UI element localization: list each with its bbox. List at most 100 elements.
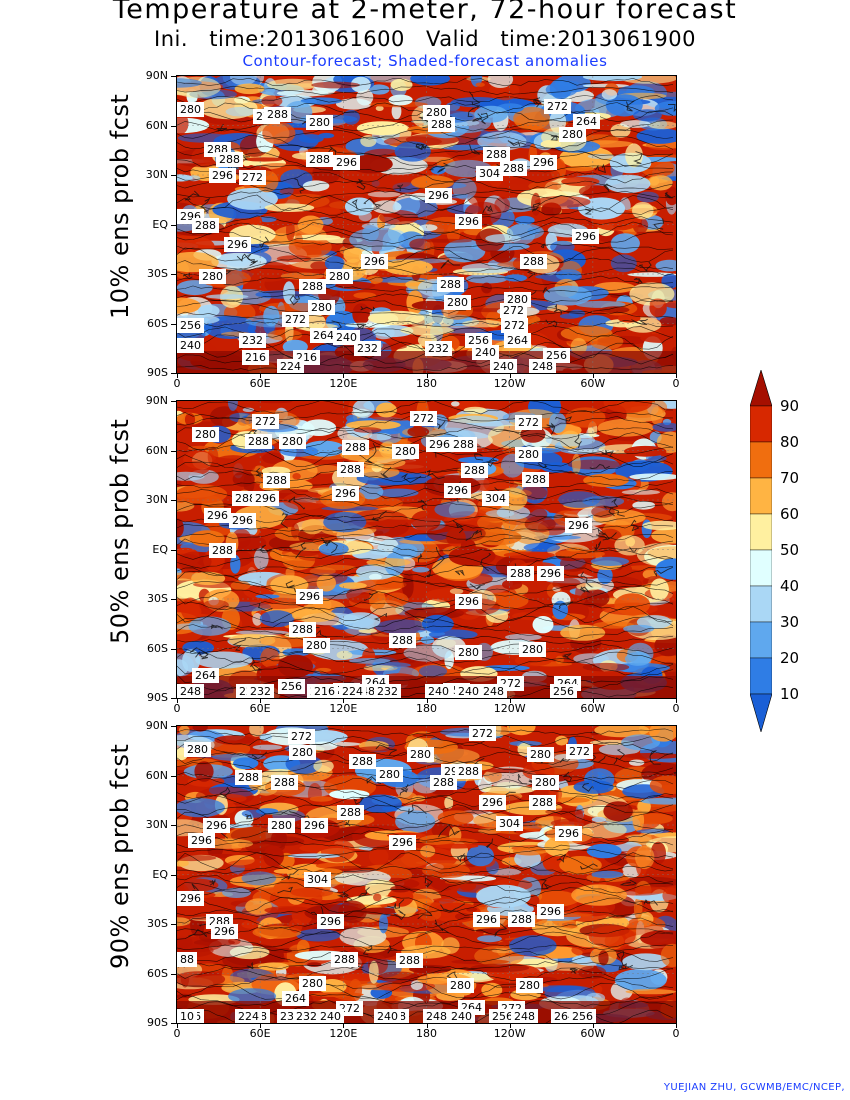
contour-label: 240 [177, 338, 204, 353]
lat-tick-mark [171, 274, 176, 275]
lon-tick-mark [509, 1023, 511, 1028]
contour-label: 288 [235, 770, 262, 785]
contour-label: 280 [177, 102, 204, 117]
colorbar-bottom-arrow [750, 693, 772, 732]
lon-tick-label: 0 [672, 1027, 680, 1040]
contour-label: 280 [192, 427, 219, 442]
contour-label: 224 [235, 1009, 262, 1023]
lon-tick-label: 0 [672, 702, 680, 715]
contour-label: 280 [515, 447, 542, 462]
contour-label: 288 [508, 912, 535, 927]
contour-label: 88 [177, 952, 197, 967]
contour-label: 240 [374, 1009, 401, 1023]
contour-label: 288 [342, 440, 369, 455]
contour-label: 296 [389, 835, 416, 850]
lon-tick-mark [177, 698, 178, 703]
contour-label: 304 [496, 816, 523, 831]
lon-tick-mark [509, 698, 511, 703]
lat-tick-mark [171, 224, 176, 226]
contour-label: 296 [530, 155, 557, 170]
contour-label: 280 [527, 747, 554, 762]
contour-label: 280 [423, 105, 450, 120]
contour-label: 296 [455, 214, 482, 229]
lat-tick-mark [171, 125, 176, 127]
map-panel-2: 272 272 272 280 288 280 288 280 296 288 280 288 288 2… [176, 400, 677, 699]
contour-label: 256 [278, 679, 305, 694]
contour-label: 232 [293, 1009, 320, 1023]
lat-tick-mark [171, 874, 176, 876]
lat-tick-label: 90N [145, 69, 168, 82]
contour-label: 288 [450, 437, 477, 452]
contour-label: 240 [490, 359, 517, 373]
lon-tick-label: 120E [329, 1027, 358, 1040]
contour-label: 280 [306, 115, 333, 130]
contour-label: 296 [203, 818, 230, 833]
lat-tick-label: 30N [145, 818, 168, 831]
contour-label: 296 [301, 818, 328, 833]
contour-label: 280 [447, 978, 474, 993]
contour-label: 288 [264, 107, 291, 122]
contour-label: 288 [437, 277, 464, 292]
lon-tick-label: 120W [493, 702, 526, 715]
contour-label: 264 [310, 328, 337, 343]
contour-label: 280 [376, 767, 403, 782]
contour-label: 296 [537, 566, 564, 581]
colorbar-tick-label: 40 [780, 577, 800, 595]
colorbar-swatch [750, 513, 772, 551]
contour-label: 280 [392, 444, 419, 459]
colorbar-tick-label: 50 [780, 541, 800, 559]
contour-label: 248 [529, 359, 556, 373]
lat-tick-mark [171, 973, 176, 975]
contour-label: 288 [331, 952, 358, 967]
contour-label: 272 [515, 415, 542, 430]
contour-label: 288 [306, 152, 333, 167]
lat-tick-mark [171, 450, 176, 452]
contour-label: 240 [333, 330, 360, 345]
contour-label: 288 [520, 254, 547, 269]
contour-label: 288 [461, 463, 488, 478]
lat-tick-mark [171, 500, 176, 501]
contour-label: 296 [252, 491, 279, 506]
lon-tick-mark [676, 698, 677, 703]
colorbar-tick-label: 90 [780, 397, 800, 415]
contour-label: 296 [361, 254, 388, 269]
contour-label: 296 [426, 437, 453, 452]
contour-label: 288 [299, 279, 326, 294]
anomaly-field [177, 401, 676, 698]
lat-tick-mark [171, 648, 176, 650]
lat-tick-label: EQ [152, 217, 168, 231]
contour-label: 280 [184, 742, 211, 757]
contour-label: 280 [519, 642, 546, 657]
lon-tick-label: 0 [672, 377, 680, 390]
anomaly-field [177, 76, 676, 373]
contour-label: 296 [229, 513, 256, 528]
lat-tick-mark [171, 599, 176, 600]
lat-tick-mark [171, 323, 176, 325]
lat-tick-label: 30S [147, 917, 168, 930]
contour-label: 216 [311, 684, 338, 698]
contour-label: 296 [224, 237, 251, 252]
contour-label: 272 [500, 303, 527, 318]
lat-tick-mark [171, 825, 176, 826]
lon-tick-label: 120E [329, 377, 358, 390]
colorbar-tick-label: 70 [780, 469, 800, 487]
contour-label: 280 [532, 775, 559, 790]
lat-tick-mark [171, 698, 176, 699]
chart-subtitle: Ini. time:2013061600 Valid time:20130619… [154, 27, 696, 51]
contour-label: 304 [476, 166, 503, 181]
lon-tick-mark [509, 373, 511, 378]
lon-tick-label: 0 [173, 377, 181, 390]
colorbar-tick-label: 20 [780, 649, 800, 667]
contour-label: 296 [455, 594, 482, 609]
contour-label: 288 [337, 805, 364, 820]
contour-label: 288 [522, 472, 549, 487]
lat-tick-label: 30N [145, 493, 168, 506]
contour-label: 240 [448, 1009, 475, 1023]
colorbar-tick-label: 80 [780, 433, 800, 451]
contour-label: 304 [304, 872, 331, 887]
lat-tick-label: 60N [145, 768, 168, 782]
colorbar-swatch [750, 585, 772, 623]
contour-label: 288 [389, 633, 416, 648]
lat-tick-label: 90S [147, 691, 168, 704]
lon-tick-mark [177, 373, 178, 378]
